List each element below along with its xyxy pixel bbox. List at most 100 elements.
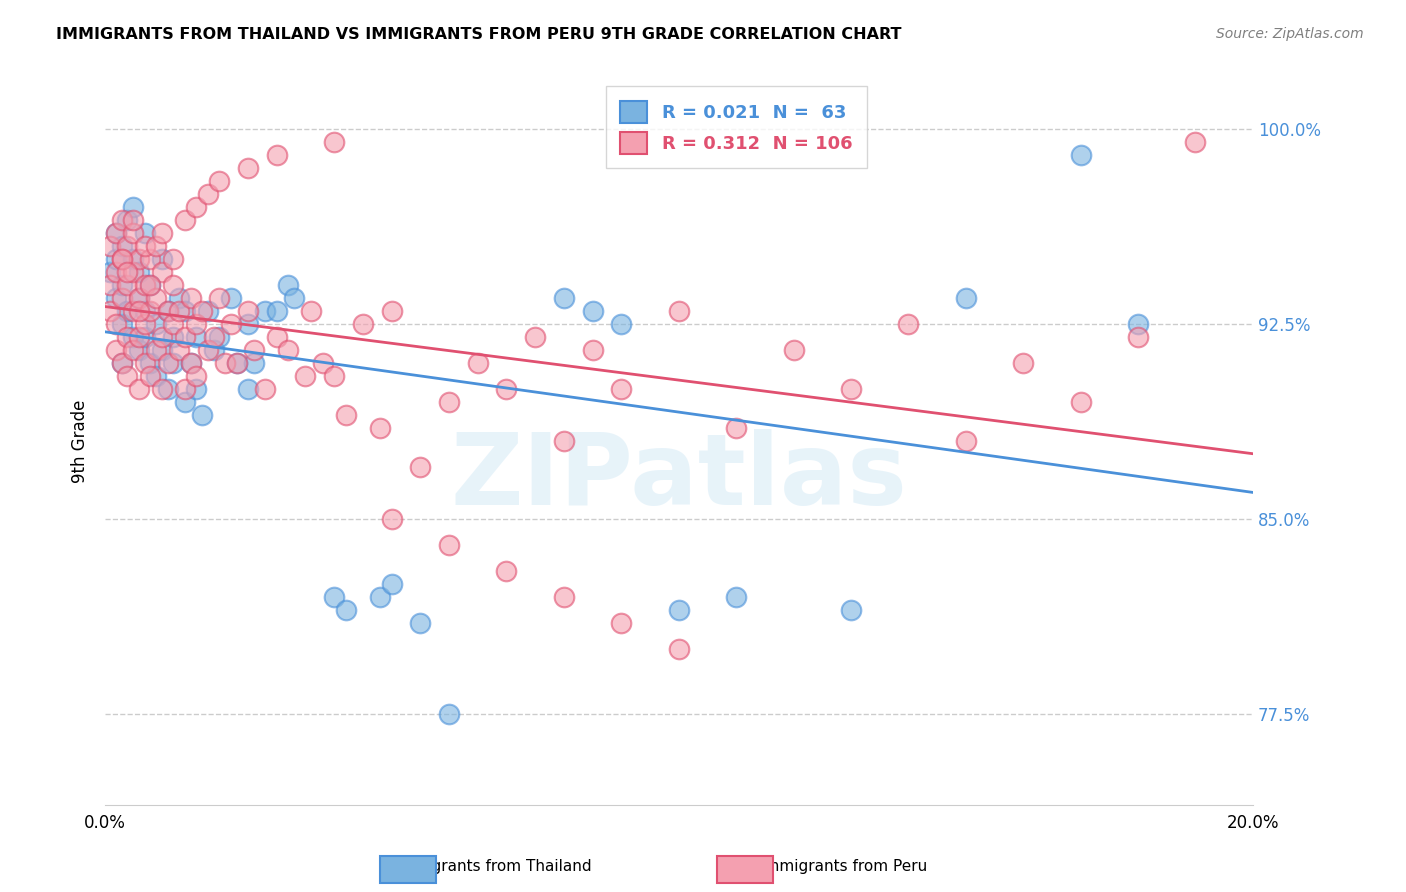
Point xyxy=(186,330,208,344)
Point xyxy=(409,460,432,475)
Point xyxy=(897,317,920,331)
Point xyxy=(352,317,374,331)
Point xyxy=(197,304,219,318)
Point xyxy=(134,317,156,331)
Point xyxy=(117,239,139,253)
Point xyxy=(105,252,128,267)
Point xyxy=(668,641,690,656)
Point xyxy=(150,265,173,279)
Point xyxy=(117,265,139,279)
Point xyxy=(236,317,259,331)
Point xyxy=(122,304,145,318)
Point xyxy=(174,304,197,318)
Point xyxy=(368,421,391,435)
Point xyxy=(1126,317,1149,331)
Point xyxy=(725,421,748,435)
Point xyxy=(139,369,162,384)
Point xyxy=(162,278,184,293)
Point xyxy=(139,278,162,293)
Point xyxy=(335,603,357,617)
Point xyxy=(186,317,208,331)
Point xyxy=(191,304,214,318)
Point xyxy=(381,577,404,591)
Point xyxy=(610,382,633,396)
Point xyxy=(111,278,134,293)
Point xyxy=(139,356,162,370)
Point xyxy=(610,317,633,331)
Point xyxy=(128,330,150,344)
Point xyxy=(98,265,121,279)
Point xyxy=(111,239,134,253)
Point xyxy=(409,615,432,630)
Point xyxy=(105,227,128,241)
Point xyxy=(117,369,139,384)
Point xyxy=(437,538,460,552)
Point xyxy=(174,395,197,409)
Point xyxy=(225,356,247,370)
Point xyxy=(111,291,134,305)
Point xyxy=(122,227,145,241)
Point xyxy=(150,330,173,344)
Point xyxy=(368,590,391,604)
Point xyxy=(553,434,575,448)
Point xyxy=(122,213,145,227)
Point xyxy=(1012,356,1035,370)
Point xyxy=(243,356,266,370)
Point xyxy=(1184,136,1206,150)
Point xyxy=(266,304,288,318)
Point xyxy=(111,213,134,227)
Point xyxy=(167,304,190,318)
Point xyxy=(98,278,121,293)
Point xyxy=(139,252,162,267)
Point xyxy=(839,382,862,396)
Point xyxy=(202,343,225,358)
Point xyxy=(105,227,128,241)
Point xyxy=(323,136,346,150)
Point xyxy=(236,161,259,176)
Point xyxy=(202,330,225,344)
Point xyxy=(725,590,748,604)
Point xyxy=(437,706,460,721)
Point xyxy=(312,356,335,370)
Point xyxy=(150,382,173,396)
Point xyxy=(105,343,128,358)
Point xyxy=(323,369,346,384)
Point xyxy=(1126,330,1149,344)
Point xyxy=(117,304,139,318)
Point xyxy=(122,330,145,344)
Point xyxy=(299,304,322,318)
Point xyxy=(553,590,575,604)
Point xyxy=(145,317,167,331)
Point xyxy=(122,265,145,279)
Point xyxy=(219,317,242,331)
Text: IMMIGRANTS FROM THAILAND VS IMMIGRANTS FROM PERU 9TH GRADE CORRELATION CHART: IMMIGRANTS FROM THAILAND VS IMMIGRANTS F… xyxy=(56,27,901,42)
Point xyxy=(197,187,219,202)
Point xyxy=(208,174,231,188)
Point xyxy=(495,564,517,578)
Point xyxy=(105,265,128,279)
Point xyxy=(381,512,404,526)
Point xyxy=(128,343,150,358)
Point xyxy=(134,239,156,253)
Point xyxy=(156,356,179,370)
Point xyxy=(782,343,804,358)
Point xyxy=(214,356,236,370)
Point xyxy=(610,615,633,630)
Point xyxy=(111,356,134,370)
Point xyxy=(174,382,197,396)
Point xyxy=(495,382,517,396)
Point xyxy=(145,239,167,253)
Point xyxy=(150,227,173,241)
Point xyxy=(111,252,134,267)
Point xyxy=(294,369,316,384)
Point xyxy=(1070,395,1092,409)
Point xyxy=(167,291,190,305)
Point xyxy=(156,304,179,318)
Point xyxy=(186,382,208,396)
Point xyxy=(139,278,162,293)
Point xyxy=(156,304,179,318)
Point xyxy=(1070,148,1092,162)
Point xyxy=(581,343,603,358)
Text: Immigrants from Thailand: Immigrants from Thailand xyxy=(392,859,592,874)
Point xyxy=(955,291,977,305)
